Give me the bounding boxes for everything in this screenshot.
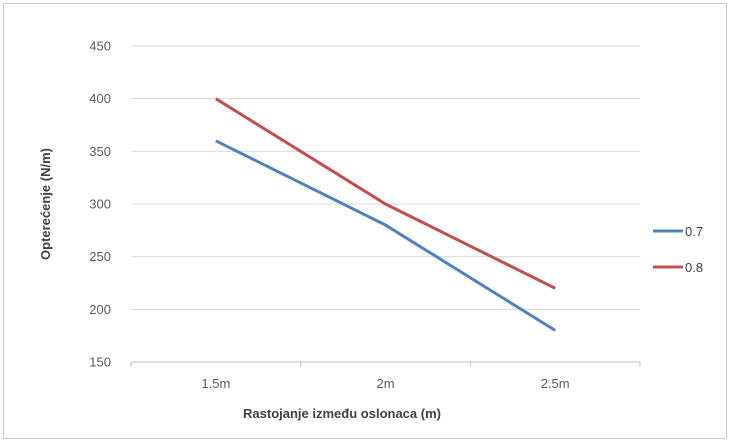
y-tick-label: 400 (89, 91, 111, 106)
x-tick-label: 1.5m (201, 376, 230, 391)
x-tick-label: 2.5m (541, 376, 570, 391)
legend-label-0.7: 0.7 (685, 224, 703, 239)
y-tick-label: 450 (89, 39, 111, 54)
series-line-0.7 (215, 139, 556, 332)
chart-frame (3, 3, 727, 439)
y-tick-label: 350 (89, 144, 111, 159)
x-tick-label: 2m (376, 376, 394, 391)
y-tick-label: 150 (89, 355, 111, 370)
legend: 0.7 0.8 (653, 224, 703, 275)
y-axis-ticks: 150 200 250 300 350 400 450 (89, 39, 111, 370)
legend-label-0.8: 0.8 (685, 260, 703, 275)
x-axis-title: Rastojanje između oslonaca (m) (243, 406, 441, 421)
x-axis-ticks: 1.5m 2m 2.5m (130, 361, 641, 391)
y-axis-title: Opterećenje (N/m) (38, 148, 53, 260)
y-tick-label: 300 (89, 197, 111, 212)
series-lines (215, 97, 556, 332)
y-tick-label: 250 (89, 249, 111, 264)
y-tick-label: 200 (89, 302, 111, 317)
series-line-0.8 (215, 97, 556, 290)
